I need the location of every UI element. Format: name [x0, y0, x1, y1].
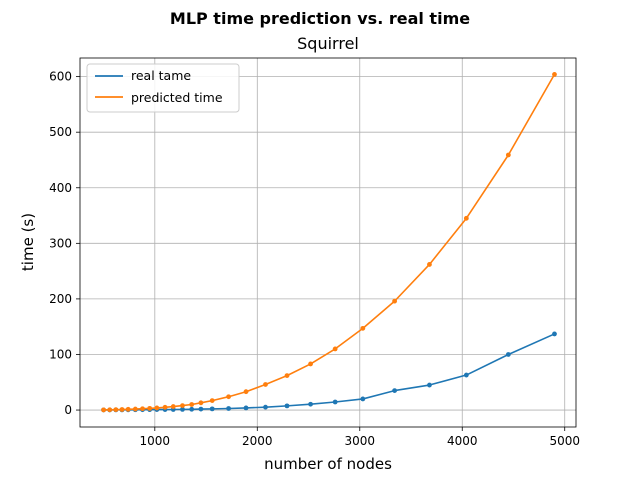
point-predicted-time-15 [226, 394, 231, 400]
point-predicted-time-1 [107, 407, 113, 413]
point-real-time-20 [332, 399, 338, 405]
y-axis-label: time (s) [19, 213, 37, 271]
x-tick-label-1000: 1000 [140, 434, 171, 448]
legend-label-real-time: real tame [131, 68, 191, 83]
x-tick-label-2000: 2000 [242, 434, 273, 448]
chart-title: MLP time prediction vs. real time [170, 9, 470, 28]
plot-area-frame [79, 57, 577, 428]
point-predicted-time-14 [209, 398, 215, 404]
point-predicted-time-11 [180, 403, 185, 409]
y-tick-label-600: 600 [49, 70, 72, 84]
point-predicted-time-20 [332, 346, 338, 352]
y-tick-label-300: 300 [49, 236, 72, 250]
point-real-time-21 [360, 396, 366, 402]
point-predicted-time-23 [427, 262, 432, 267]
point-real-time-18 [284, 403, 290, 409]
point-real-time-25 [505, 352, 511, 357]
y-tick-label-100: 100 [49, 347, 72, 361]
legend-box [86, 63, 240, 113]
y-tick-label-400: 400 [49, 181, 72, 195]
grid-layer [80, 58, 576, 427]
point-predicted-time-18 [284, 373, 290, 378]
legend: real tame predicted time [86, 63, 240, 113]
point-real-time-15 [226, 406, 231, 411]
x-tick-label-5000: 5000 [549, 434, 580, 448]
point-predicted-time-12 [189, 402, 195, 407]
point-real-time-14 [209, 406, 215, 412]
series-layer [101, 71, 557, 413]
point-real-time-19 [308, 401, 313, 407]
y-tick-label-0: 0 [64, 403, 72, 417]
point-predicted-time-6 [140, 406, 145, 412]
point-predicted-time-21 [360, 325, 366, 331]
point-predicted-time-13 [198, 400, 204, 406]
x-tick-label-4000: 4000 [447, 434, 478, 448]
point-predicted-time-24 [463, 215, 469, 221]
point-predicted-time-8 [154, 405, 160, 411]
point-predicted-time-26 [552, 71, 557, 77]
point-real-time-17 [263, 404, 268, 410]
point-predicted-time-2 [113, 407, 119, 413]
legend-label-predicted-time: predicted time [131, 90, 223, 105]
point-predicted-time-17 [263, 382, 268, 387]
point-predicted-time-4 [125, 406, 131, 412]
point-real-time-22 [392, 388, 398, 394]
x-tick-label-3000: 3000 [344, 434, 375, 448]
point-predicted-time-16 [243, 389, 249, 395]
point-real-time-26 [552, 331, 557, 337]
point-predicted-time-19 [308, 361, 313, 367]
x-axis-label: number of nodes [264, 455, 392, 473]
point-real-time-23 [427, 382, 432, 388]
point-real-time-24 [463, 372, 469, 378]
point-predicted-time-0 [101, 407, 106, 413]
point-predicted-time-22 [392, 298, 398, 304]
point-predicted-time-9 [162, 404, 168, 410]
point-predicted-time-5 [132, 406, 138, 412]
y-tick-label-200: 200 [49, 292, 72, 306]
point-real-time-12 [189, 406, 195, 412]
point-predicted-time-10 [170, 404, 176, 409]
point-predicted-time-3 [119, 407, 125, 412]
point-real-time-16 [243, 405, 249, 411]
chart-subtitle: Squirrel [297, 34, 359, 53]
point-predicted-time-25 [505, 152, 511, 158]
point-real-time-13 [198, 406, 204, 412]
point-predicted-time-7 [147, 405, 153, 411]
ticks-layer: 1000 2000 3000 4000 5000 0 100 200 300 400 500 600 [49, 70, 580, 448]
y-tick-label-500: 500 [49, 125, 72, 139]
point-real-time-11 [180, 406, 185, 412]
